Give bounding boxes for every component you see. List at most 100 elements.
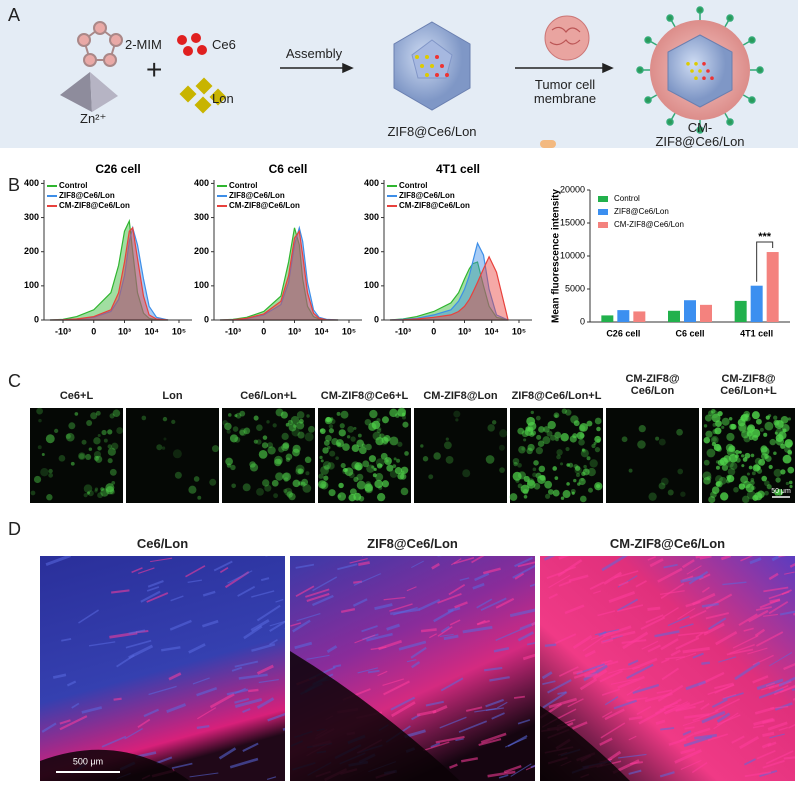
tissue-fiber <box>743 627 754 632</box>
tissue-fiber <box>756 749 776 760</box>
tissue-fiber <box>192 677 210 685</box>
tissue-fiber <box>701 602 719 608</box>
cell-signal <box>571 491 575 495</box>
spike-tip <box>726 14 734 22</box>
tissue-fiber <box>583 664 608 682</box>
legend-label: ZIF8@Ce6/Lon <box>229 191 285 200</box>
tissue-fiber <box>768 600 789 615</box>
cell-signal <box>721 464 729 471</box>
tissue-fiber <box>420 628 437 633</box>
cell-signal <box>253 415 259 421</box>
cell-signal <box>393 457 397 461</box>
cell-signal <box>729 453 738 463</box>
tissue-fiber <box>170 595 184 602</box>
cell-signal <box>78 452 86 460</box>
tissue-fiber <box>187 579 203 583</box>
tissue-fiber <box>440 625 451 634</box>
cell-signal <box>717 410 723 417</box>
tissue-fiber <box>410 646 427 659</box>
cell-signal <box>745 483 755 493</box>
tissue-fiber <box>517 719 531 725</box>
tissue-fiber <box>476 620 490 626</box>
cell-signal <box>512 471 522 481</box>
spike-tip <box>666 118 674 126</box>
cell-signal <box>523 475 530 483</box>
cell-signal <box>526 479 536 489</box>
cell-signal <box>285 453 293 461</box>
tissue-fiber <box>493 647 510 653</box>
tissue-fiber <box>517 631 534 642</box>
spike-tip <box>644 96 652 104</box>
cell-signal <box>565 409 572 416</box>
bar <box>750 285 763 322</box>
tissue-fiber <box>667 615 690 627</box>
cell-signal <box>283 488 288 493</box>
image-label: CM-ZIF8@Ce6/Lon <box>609 536 726 551</box>
cell-signal <box>256 439 262 445</box>
cell-signal <box>404 451 409 456</box>
cell-signal <box>318 473 324 479</box>
cell-signal <box>94 487 99 491</box>
tissue-fiber <box>700 702 710 711</box>
cell-signal <box>562 490 571 499</box>
cell-signal <box>715 445 722 452</box>
cell-signal <box>538 465 546 473</box>
tissue-fiber <box>744 771 771 778</box>
tissue-fiber <box>663 701 689 714</box>
tissue-fiber <box>783 663 795 671</box>
cell-signal <box>545 493 551 499</box>
cell-signal <box>229 434 239 443</box>
tissue-fiber <box>714 682 734 690</box>
cell-signal <box>161 446 166 450</box>
tissue-fiber <box>713 712 739 730</box>
tissue-fiber <box>454 601 468 609</box>
tissue-fiber <box>148 685 177 696</box>
tissue-fiber <box>128 644 154 659</box>
cell-signal <box>295 468 302 475</box>
y-tick-label: 10000 <box>560 250 585 260</box>
cell-signal <box>742 495 750 504</box>
x-tick-label: 4T1 cell <box>740 328 773 338</box>
cell-signal <box>782 428 787 433</box>
cell-signal <box>726 474 732 480</box>
cell-signal <box>283 477 289 483</box>
cell-signal <box>54 428 59 433</box>
tissue-fiber <box>558 556 570 560</box>
cell-signal <box>376 492 386 502</box>
tissue-fiber <box>599 669 623 683</box>
tissue-fiber <box>542 691 568 709</box>
cell-signal <box>637 440 646 449</box>
tissue-fiber <box>759 598 781 609</box>
tissue-fiber <box>572 670 583 675</box>
tissue-fiber <box>662 607 679 618</box>
cell-signal <box>517 427 525 435</box>
tissue-fiber <box>573 669 596 679</box>
tissue-fiber <box>52 673 67 679</box>
linker-molecule <box>77 21 123 67</box>
cell-signal <box>739 416 744 421</box>
tissue-fiber <box>406 659 417 663</box>
y-tick-label: 100 <box>24 280 39 290</box>
tissue-fiber <box>568 574 589 583</box>
tissue-fiber <box>267 712 285 722</box>
cell-signal <box>594 417 602 425</box>
cell-signal <box>65 432 75 442</box>
tissue-fiber <box>703 622 725 636</box>
cell-signal <box>422 456 429 462</box>
y-tick-label: 200 <box>364 246 379 256</box>
tissue-fiber <box>758 687 784 699</box>
cell-signal <box>350 436 356 442</box>
tissue-fiber <box>295 585 315 597</box>
tissue-fiber <box>514 572 525 580</box>
tissue-fiber <box>683 735 713 747</box>
cell-signal <box>755 418 762 425</box>
tissue-fiber <box>617 675 645 689</box>
tissue-fiber <box>769 651 793 667</box>
dot <box>430 64 434 68</box>
cell-signal <box>576 431 585 440</box>
tissue-fiber <box>503 765 522 774</box>
tissue-fiber <box>256 697 275 709</box>
cell-signal <box>83 484 93 493</box>
spike-tip <box>696 6 704 14</box>
